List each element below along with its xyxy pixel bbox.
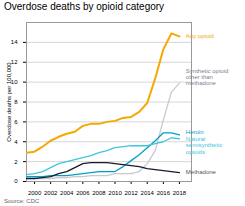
svg-text:Any opioid: Any opioid xyxy=(186,33,214,39)
svg-text:4: 4 xyxy=(14,139,18,145)
svg-text:2: 2 xyxy=(14,159,18,165)
svg-text:2000: 2000 xyxy=(28,190,42,196)
svg-text:2018: 2018 xyxy=(173,190,187,196)
svg-text:2010: 2010 xyxy=(108,190,122,196)
svg-text:2002: 2002 xyxy=(44,190,58,196)
svg-text:2012: 2012 xyxy=(124,190,138,196)
svg-text:0: 0 xyxy=(14,178,18,184)
svg-text:10: 10 xyxy=(11,79,18,85)
svg-text:Naturalsemisyntheticopioids: Naturalsemisyntheticopioids xyxy=(186,136,222,155)
html-text:Source: CDC: Source: CDC xyxy=(4,198,40,204)
svg-text:2004: 2004 xyxy=(60,190,74,196)
svg-text:6: 6 xyxy=(14,119,18,125)
svg-text:2006: 2006 xyxy=(76,190,90,196)
svg-text:2014: 2014 xyxy=(141,190,155,196)
svg-text:8: 8 xyxy=(14,99,18,105)
svg-text:Overdose deaths per 100,000: Overdose deaths per 100,000 xyxy=(6,62,12,142)
svg-text:Methadone: Methadone xyxy=(186,169,217,175)
svg-text:2008: 2008 xyxy=(92,190,106,196)
svg-text:14: 14 xyxy=(11,39,18,45)
svg-text:Heroin: Heroin xyxy=(186,129,204,135)
svg-text:12: 12 xyxy=(11,59,18,65)
svg-text:2016: 2016 xyxy=(157,190,171,196)
html-text:Overdose deaths by opioid cate: Overdose deaths by opioid category xyxy=(4,1,165,12)
svg-text:Synthetic opioidother thanmeth: Synthetic opioidother thanmethadone xyxy=(186,68,228,87)
